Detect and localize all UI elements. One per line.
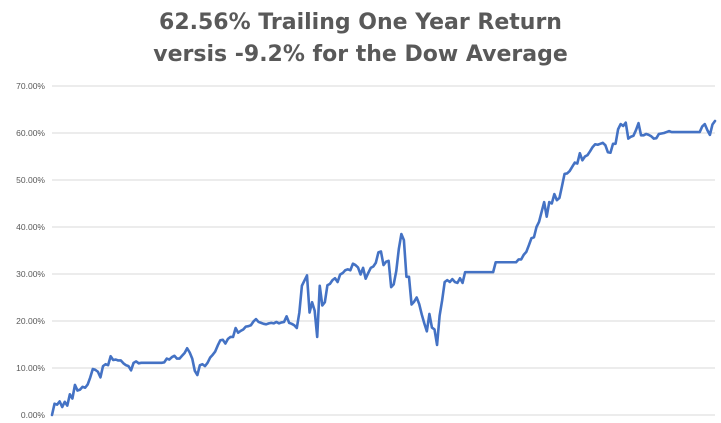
- y-tick-label: 70.00%: [16, 81, 45, 91]
- y-tick-label: 10.00%: [16, 363, 45, 373]
- y-tick-label: 60.00%: [16, 128, 45, 138]
- y-tick-label: 40.00%: [16, 222, 45, 232]
- plot-area: [50, 119, 717, 417]
- y-tick-label: 20.00%: [16, 316, 45, 326]
- y-tick-label: 0.00%: [21, 410, 46, 420]
- y-tick-label: 50.00%: [16, 175, 45, 185]
- y-tick-label: 30.00%: [16, 269, 45, 279]
- chart-title-line-1: 62.56% Trailing One Year Return: [159, 10, 562, 35]
- series-line: [50, 119, 717, 417]
- gridlines: [52, 85, 715, 416]
- y-axis-tick-labels: 0.00% 10.00% 20.00% 30.00% 40.00% 50.00% 60.00…: [16, 81, 45, 420]
- chart-title-line-2: versis -9.2% for the Dow Average: [153, 42, 568, 67]
